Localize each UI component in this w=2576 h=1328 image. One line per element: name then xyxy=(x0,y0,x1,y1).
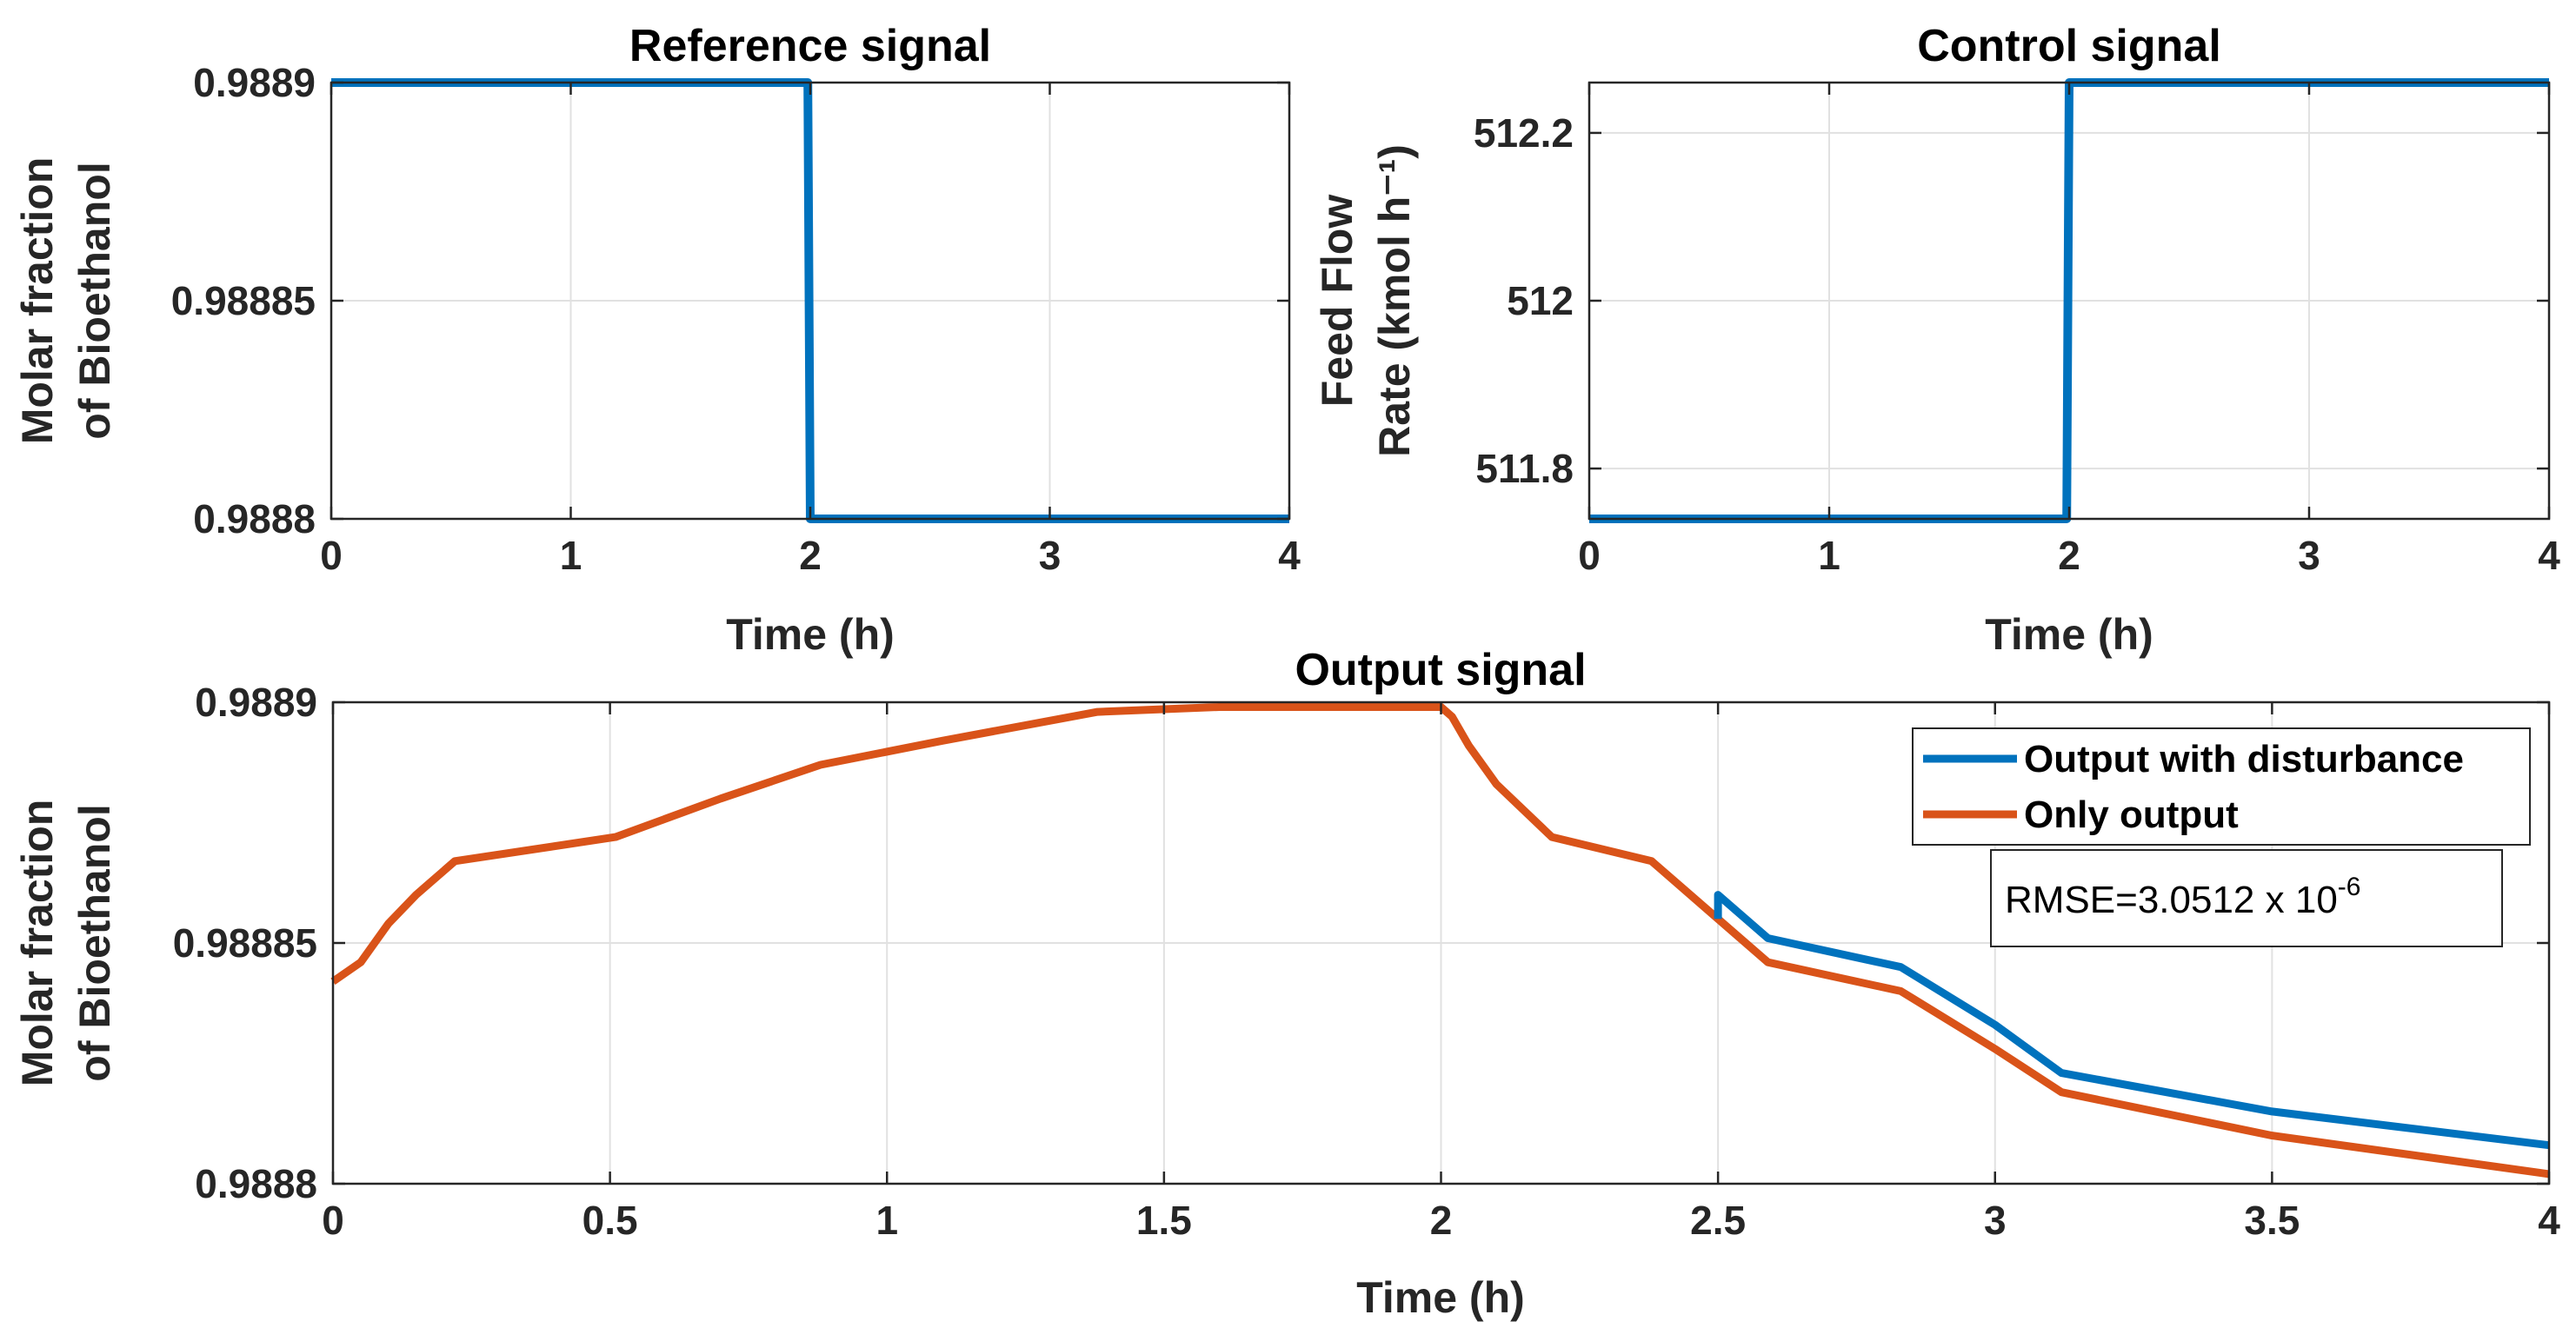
output-xtick-label: 3.5 xyxy=(2244,1198,2300,1243)
output-ytick-label: 0.98885 xyxy=(173,920,317,966)
output-xtick-label: 2 xyxy=(1430,1198,1453,1243)
reference-xtick-label: 1 xyxy=(560,533,582,578)
control-xtick-label: 1 xyxy=(1818,533,1840,578)
legend-label-only-output: Only output xyxy=(2024,793,2239,836)
output-series-only-output xyxy=(330,703,2550,1179)
output-ylabel: Molar fraction of Bioethanol xyxy=(13,800,119,1087)
legend-box xyxy=(1912,727,2531,846)
rmse-exponent: -6 xyxy=(2338,873,2361,901)
rmse-value: RMSE=3.0512 x 10 xyxy=(2005,879,2338,921)
control-xlabel: Time (h) xyxy=(1985,610,2153,659)
output-title: Output signal xyxy=(1295,645,1586,695)
reference-xtick-label: 0 xyxy=(320,533,343,578)
control-xtick-label: 3 xyxy=(2298,533,2320,578)
control-ytick-label: 512 xyxy=(1507,278,1574,323)
output-xtick-label: 3 xyxy=(1984,1198,2007,1243)
output-xtick-label: 1 xyxy=(875,1198,898,1243)
reference-xlabel: Time (h) xyxy=(726,610,895,659)
control-ticks: 0 1 2 3 4 511.8 512 512.2 xyxy=(1474,83,2560,578)
output-chart: Output signal 0 0.5 1 1.5 2 2.5 3 3.5 4 0.9888 0.9… xyxy=(13,645,2560,1322)
reference-title: Reference signal xyxy=(629,21,991,71)
reference-chart: Reference signal 0 1 2 3 4 0.9888 0.98885 0.988… xyxy=(13,21,1301,659)
control-chart: Control signal 0 1 2 3 4 511.8 512 512.2 Time (… xyxy=(1313,21,2560,659)
output-ticks: 0 0.5 1 1.5 2 2.5 3 3.5 4 0.9888 0.98885 0.9889 xyxy=(173,680,2560,1243)
reference-ytick-label: 0.98885 xyxy=(171,278,316,323)
reference-ylabel: Molar fraction of Bioethanol xyxy=(13,157,119,445)
reference-xtick-label: 4 xyxy=(1278,533,1301,578)
output-ylabel-line1: Molar fraction xyxy=(13,800,62,1087)
rmse-annotation: RMSE=3.0512 x 10-6 xyxy=(1990,849,2503,947)
reference-xtick-label: 3 xyxy=(1039,533,1062,578)
reference-ylabel-line2: of Bioethanol xyxy=(70,162,119,439)
control-title: Control signal xyxy=(1917,21,2221,71)
reference-ytick-label: 0.9889 xyxy=(193,60,316,105)
control-xtick-label: 4 xyxy=(2538,533,2560,578)
output-xlabel: Time (h) xyxy=(1356,1273,1525,1322)
output-xtick-label: 2.5 xyxy=(1690,1198,1746,1243)
reference-xtick-label: 2 xyxy=(799,533,822,578)
control-ytick-label: 511.8 xyxy=(1475,446,1574,491)
reference-ylabel-line1: Molar fraction xyxy=(13,157,62,445)
control-xtick-label: 2 xyxy=(2058,533,2080,578)
reference-ticks: 0 1 2 3 4 0.9888 0.98885 0.9889 xyxy=(171,60,1301,578)
output-ylabel-line2: of Bioethanol xyxy=(70,804,119,1081)
output-legend: Output with disturbance Only output xyxy=(1912,727,2531,846)
output-ytick-label: 0.9888 xyxy=(195,1161,317,1206)
control-ylabel-line1: Feed Flow xyxy=(1313,195,1361,408)
output-series xyxy=(330,703,2550,1179)
output-xtick-label: 0.5 xyxy=(582,1198,638,1243)
output-xtick-label: 0 xyxy=(322,1198,344,1243)
rmse-text: RMSE=3.0512 x 10-6 xyxy=(2005,873,2360,921)
control-ytick-label: 512.2 xyxy=(1474,110,1574,156)
output-ytick-label: 0.9889 xyxy=(195,680,317,725)
control-xtick-label: 0 xyxy=(1578,533,1601,578)
output-xtick-label: 4 xyxy=(2538,1198,2560,1243)
output-xtick-label: 1.5 xyxy=(1136,1198,1192,1243)
control-ylabel: Feed Flow Rate (kmol h⁻¹) xyxy=(1313,144,1419,457)
output-series-output-with-disturbance xyxy=(1714,891,2550,1150)
reference-ytick-label: 0.9888 xyxy=(193,496,316,541)
rmse-box xyxy=(1990,849,2503,947)
legend-label-disturbance: Output with disturbance xyxy=(2024,738,2464,780)
control-ylabel-line2: Rate (kmol h⁻¹) xyxy=(1370,144,1419,457)
